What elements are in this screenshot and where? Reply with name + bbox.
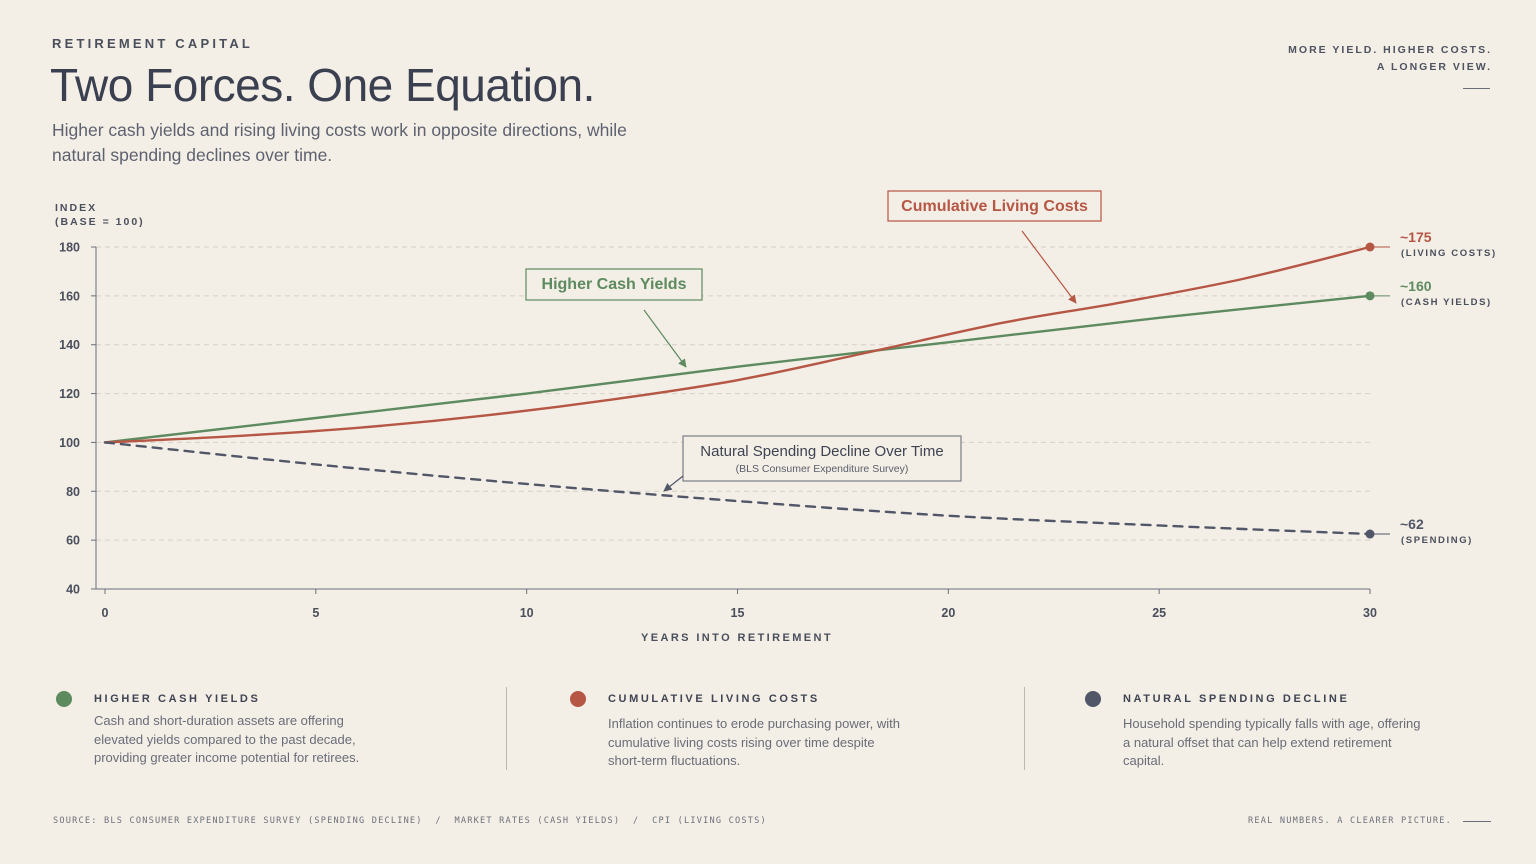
series-line-costs <box>103 245 1372 444</box>
callout-yields: Higher Cash Yields <box>525 268 703 368</box>
footer-tagline: REAL NUMBERS. A CLEARER PICTURE. <box>1248 816 1452 826</box>
footer-rule <box>1463 821 1491 822</box>
source-note: SOURCE: BLS CONSUMER EXPENDITURE SURVEY … <box>53 816 767 826</box>
callout-spending: Natural Spending Decline Over Time (BLS … <box>663 435 962 492</box>
legend-divider <box>1024 687 1025 770</box>
end-labels: ~160 (CASH YIELDS) ~175 (LIVING COSTS) ~62 (S… <box>1365 229 1497 546</box>
legend-title-spending: NATURAL SPENDING DECLINE <box>1123 693 1350 705</box>
x-tick-label: 25 <box>1152 606 1166 620</box>
legend-divider <box>506 687 507 770</box>
y-axis-label-sub: (BASE = 100) <box>55 216 145 228</box>
y-tick-label: 140 <box>59 338 80 352</box>
legend-dot-costs <box>570 691 586 707</box>
callout-spending-box <box>682 435 962 482</box>
end-value-spending: ~62 <box>1400 516 1424 532</box>
y-tick-label: 160 <box>59 289 80 303</box>
x-axis-label: YEARS INTO RETIREMENT <box>641 632 833 644</box>
callout-spending-arrow <box>663 475 684 492</box>
tagline-line-1: MORE YIELD. HIGHER COSTS. <box>1288 44 1492 56</box>
end-label-costs: (LIVING COSTS) <box>1401 248 1497 259</box>
y-tick-label: 100 <box>59 436 80 450</box>
callout-yields-label: Higher Cash Yields <box>542 276 687 293</box>
y-tick-label: 80 <box>66 485 80 499</box>
legend-text-spending: Household spending typically falls with … <box>1123 716 1421 768</box>
callout-yields-box <box>525 268 703 301</box>
callout-spending-sub: (BLS Consumer Expenditure Survey) <box>736 463 909 475</box>
y-tick-label: 60 <box>66 534 80 548</box>
header-tagline: MORE YIELD. HIGHER COSTS. A LONGER VIEW. <box>1288 42 1492 76</box>
series-line-spending <box>103 441 1372 536</box>
series <box>103 245 1372 536</box>
legend-title-yields: HIGHER CASH YIELDS <box>94 693 261 705</box>
y-tick-label: 120 <box>59 387 80 401</box>
callout-yields-arrow <box>643 309 687 368</box>
page-subtitle: Higher cash yields and rising living cos… <box>52 120 627 165</box>
x-tick-label: 15 <box>731 606 745 620</box>
end-value-costs: ~175 <box>1400 229 1432 245</box>
page-title: Two Forces. One Equation. <box>50 59 595 111</box>
callout-costs-arrow <box>1021 230 1077 304</box>
tagline-rule <box>1463 88 1490 89</box>
callout-costs-label: Cumulative Living Costs <box>901 198 1088 215</box>
legend-dot-spending <box>1085 691 1101 707</box>
x-tick-label: 10 <box>520 606 534 620</box>
legend-title-costs: CUMULATIVE LIVING COSTS <box>608 693 820 705</box>
legend-text-yields: Cash and short-duration assets are offer… <box>94 713 360 765</box>
x-tick-label: 5 <box>312 606 319 620</box>
axes: 40 60 80 100 120 140 160 180 0 5 10 15 20 25 30 <box>59 241 1377 621</box>
y-tick-label: 40 <box>66 583 80 597</box>
x-tick-label: 20 <box>941 606 955 620</box>
eyebrow: RETIREMENT CAPITAL <box>52 36 254 51</box>
legend-text-costs: Inflation continues to erode purchasing … <box>608 716 900 768</box>
end-label-yields: (CASH YIELDS) <box>1401 297 1492 308</box>
legend-dot-yields <box>56 691 72 707</box>
end-point-yields <box>1365 291 1375 301</box>
x-tick-label: 0 <box>102 606 109 620</box>
callout-spending-label: Natural Spending Decline Over Time <box>700 443 943 460</box>
y-tick-label: 180 <box>59 241 80 255</box>
end-point-costs <box>1365 242 1375 252</box>
callout-costs-box <box>887 190 1102 222</box>
end-value-yields: ~160 <box>1400 278 1432 294</box>
callout-costs: Cumulative Living Costs <box>887 190 1102 304</box>
x-tick-label: 30 <box>1363 606 1377 620</box>
series-line-yields <box>103 294 1372 444</box>
end-point-spending <box>1365 529 1375 539</box>
end-label-spending: (SPENDING) <box>1401 535 1473 546</box>
tagline-line-2: A LONGER VIEW. <box>1376 61 1492 73</box>
y-axis-label: INDEX <box>55 202 97 214</box>
